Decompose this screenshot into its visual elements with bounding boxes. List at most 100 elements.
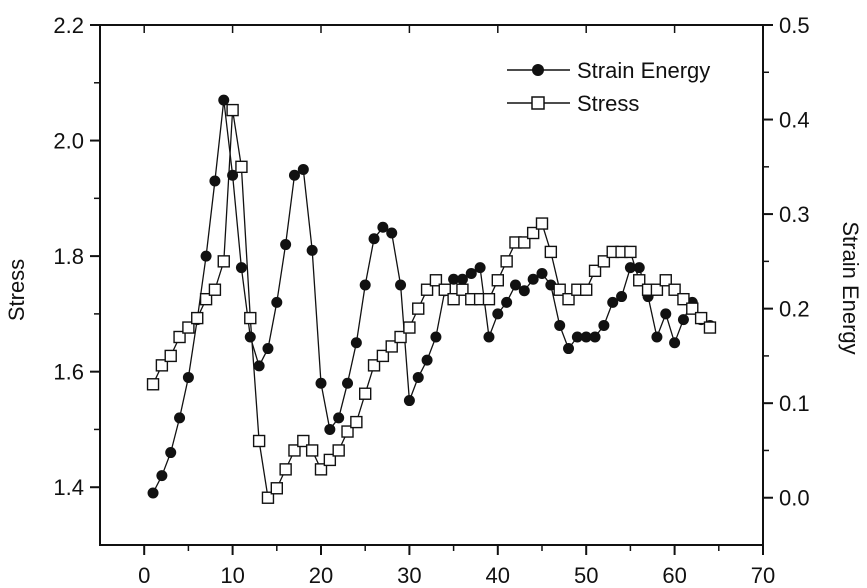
data-point [553,283,566,296]
y-right-axis-title: Strain Energy [838,221,863,354]
data-point [483,331,495,343]
data-point [146,378,160,391]
data-point [173,330,186,344]
y-left-tick-label: 2.0 [53,129,84,154]
data-point [616,291,628,303]
data-point [297,434,310,448]
data-point [235,262,247,274]
data-point [350,337,362,349]
data-point [199,292,213,306]
data-point [341,425,354,438]
data-point [580,283,593,296]
data-point [368,233,380,245]
legend-marker-strain-energy [532,64,544,76]
series-layer [146,94,717,504]
data-point [261,491,275,504]
data-point [306,244,318,256]
data-point [305,444,319,457]
data-point [660,308,672,320]
data-point [323,453,337,467]
data-point [448,273,460,285]
y-right-tick-label: 0.1 [779,391,810,416]
data-point [359,279,371,291]
data-point [244,331,256,343]
data-point [597,255,611,268]
data-point [164,349,177,363]
y-left-tick-label: 2.2 [53,13,84,38]
data-point [412,371,424,383]
legend-item-stress: Stress [507,91,639,116]
data-point [342,377,354,389]
data-point [332,444,345,457]
data-point [182,321,195,334]
x-tick-label: 40 [486,563,510,588]
data-point [526,226,540,240]
x-tick-label: 0 [138,563,150,588]
data-point [677,314,689,326]
data-point [271,296,283,308]
data-point [209,175,221,187]
plot-frame [99,24,764,546]
data-point [377,221,389,233]
legend-marker-stress [531,96,545,110]
data-point [208,283,222,296]
data-point [518,236,531,249]
data-point [262,343,274,355]
data-point [677,292,690,306]
data-point [218,94,230,106]
y-right-tick-label: 0.4 [779,108,810,133]
data-point [491,274,504,287]
data-point [403,321,416,334]
data-point [474,262,486,274]
data-point [588,264,602,278]
data-point [182,371,194,383]
data-point [403,395,415,407]
data-point [703,321,717,334]
y-left-axis-ticks: 1.4 1.6 1.8 2.0 2.2 [53,13,100,500]
y-left-axis-title: Stress [4,259,29,321]
data-point [394,330,407,344]
data-point [385,340,398,353]
y-right-tick-label: 0.5 [779,13,810,38]
data-point [633,274,646,287]
x-tick-label: 70 [751,563,775,588]
data-point [315,377,327,389]
data-point [333,412,345,424]
data-point [624,245,637,259]
series-strain-energy [147,94,716,499]
data-point [659,274,672,287]
data-point [456,283,469,296]
y-left-tick-label: 1.4 [53,475,84,500]
data-point [155,359,169,372]
data-point [651,331,663,343]
legend-label-strain-energy: Strain Energy [577,58,710,83]
x-tick-label: 10 [220,563,244,588]
data-point [430,331,442,343]
data-point [235,160,248,174]
data-point [694,311,708,325]
data-point [156,470,168,482]
data-point [359,387,372,400]
x-tick-label: 60 [662,563,686,588]
data-point [607,296,619,308]
data-point [554,319,566,331]
legend-label-stress: Stress [577,91,639,116]
y-right-tick-label: 0.0 [779,486,810,511]
data-point [324,423,336,435]
data-point [376,349,390,363]
x-tick-label: 30 [397,563,421,588]
data-point [580,331,592,343]
legend-item-strain-energy: Strain Energy [507,58,710,83]
y-right-tick-label: 0.2 [779,297,810,322]
data-point [563,343,575,355]
data-point [465,267,477,279]
data-point [571,331,583,343]
data-point [395,279,407,291]
x-axis-ticks: 0 10 20 30 40 50 60 70 [138,25,775,588]
data-point [482,292,496,306]
data-point [500,255,513,268]
data-point [669,337,681,349]
data-point [165,447,177,459]
data-point [624,262,636,274]
